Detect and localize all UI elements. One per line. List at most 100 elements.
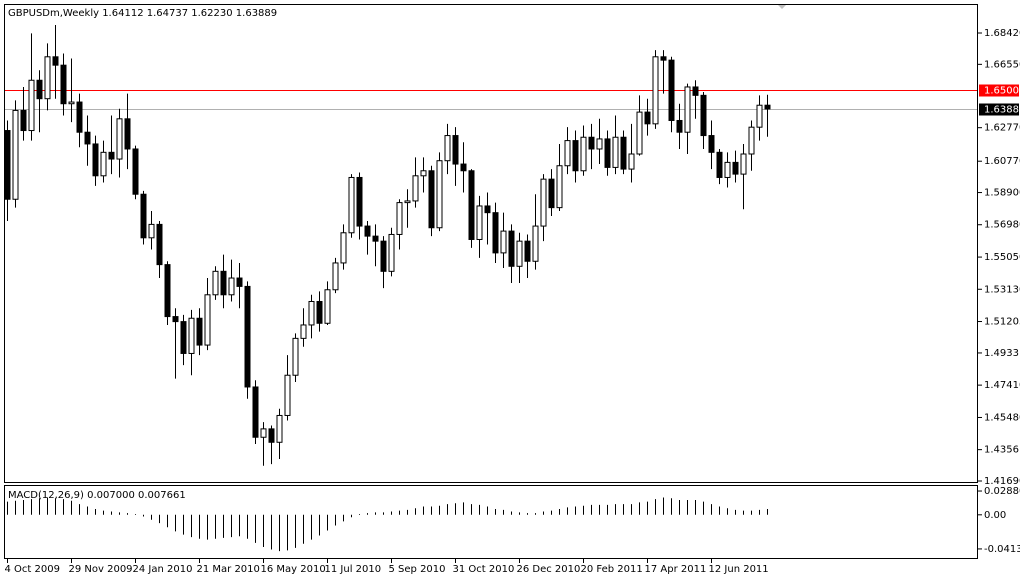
price-label: 1.63889 bbox=[984, 105, 1020, 116]
y-tick-label: 0.028805 bbox=[984, 486, 1020, 497]
candle-body bbox=[252, 386, 259, 438]
candle-body bbox=[684, 86, 691, 133]
candle-body bbox=[620, 136, 627, 170]
level-label-bg bbox=[979, 84, 1019, 97]
price-label-bg bbox=[979, 103, 1019, 116]
candle-body bbox=[460, 163, 467, 172]
candle-body bbox=[4, 130, 11, 200]
y-tick-label: 1.53130 bbox=[984, 284, 1020, 295]
candle-body bbox=[76, 101, 83, 133]
candle-body bbox=[340, 232, 347, 264]
y-tick-label: 1.60770 bbox=[984, 156, 1020, 167]
candle-body bbox=[348, 176, 355, 234]
x-tick-label: 4 Oct 2009 bbox=[5, 564, 60, 575]
macd-label: MACD(12,26,9) 0.007000 0.007661 bbox=[8, 490, 186, 501]
candle-body bbox=[652, 56, 659, 125]
x-tick-label: 5 Sep 2010 bbox=[389, 564, 446, 575]
candle-body bbox=[500, 230, 507, 254]
candle-body bbox=[372, 235, 379, 242]
candle-body bbox=[180, 321, 187, 354]
candle-body bbox=[764, 104, 771, 110]
x-tick-label: 11 Jul 2010 bbox=[325, 564, 382, 575]
candle-body bbox=[492, 212, 499, 254]
candle-body bbox=[28, 79, 35, 132]
candle-body bbox=[196, 317, 203, 346]
shift-marker bbox=[778, 5, 786, 9]
candle-body bbox=[364, 225, 371, 237]
candle-body bbox=[68, 101, 75, 105]
candle-body bbox=[452, 135, 459, 165]
candle-body bbox=[740, 153, 747, 175]
candle-body bbox=[236, 277, 243, 287]
candle-body bbox=[20, 109, 27, 132]
candle-body bbox=[124, 118, 131, 150]
y-tick-label: 1.4356 bbox=[984, 445, 1019, 456]
candle-body bbox=[276, 414, 283, 443]
x-tick-label: 12 Jun 2011 bbox=[709, 564, 769, 575]
y-tick-label: 1.45480 bbox=[984, 412, 1020, 423]
candle-body bbox=[84, 131, 91, 145]
x-tick-label: 20 Feb 2011 bbox=[581, 564, 643, 575]
candle-body bbox=[292, 337, 299, 376]
candle-body bbox=[524, 240, 531, 262]
candle-body bbox=[708, 135, 715, 153]
x-tick-label: 29 Nov 2009 bbox=[69, 564, 133, 575]
candle-body bbox=[148, 223, 155, 239]
candle-body bbox=[244, 285, 251, 388]
candle-body bbox=[420, 170, 427, 177]
candle-body bbox=[132, 148, 139, 195]
candle-body bbox=[596, 138, 603, 150]
candle-body bbox=[668, 59, 675, 121]
y-tick-label: 1.62770 bbox=[984, 123, 1020, 134]
y-tick-label: 1.56980 bbox=[984, 220, 1020, 231]
y-tick-label: 1.66550 bbox=[984, 59, 1020, 70]
candle-body bbox=[692, 86, 699, 96]
candle-body bbox=[732, 161, 739, 175]
candle-body bbox=[540, 178, 547, 227]
candle-body bbox=[556, 165, 563, 209]
candle-body bbox=[108, 151, 115, 160]
candle-body bbox=[356, 176, 363, 227]
candle-body bbox=[676, 119, 683, 133]
candle-body bbox=[700, 94, 707, 137]
y-tick-label: 1.58900 bbox=[984, 188, 1020, 199]
candle-body bbox=[388, 233, 395, 272]
candle-body bbox=[572, 140, 579, 172]
candle-body bbox=[260, 428, 267, 438]
candle-body bbox=[396, 202, 403, 235]
candle-body bbox=[324, 289, 331, 324]
candle-body bbox=[516, 240, 523, 267]
candle-body bbox=[12, 109, 19, 200]
candle-body bbox=[428, 170, 435, 229]
candle-body bbox=[748, 126, 755, 155]
x-tick-label: 26 Dec 2010 bbox=[517, 564, 581, 575]
candle-body bbox=[588, 136, 595, 150]
candle-body bbox=[564, 140, 571, 167]
candle-body bbox=[116, 118, 123, 160]
candle-body bbox=[92, 143, 99, 177]
y-tick-label: 1.51205 bbox=[984, 317, 1020, 328]
candle-body bbox=[44, 56, 51, 100]
candle-body bbox=[60, 64, 67, 105]
candle-body bbox=[484, 205, 491, 214]
candle-body bbox=[508, 230, 515, 267]
level-label: 1.65000 bbox=[984, 86, 1020, 97]
candle-body bbox=[436, 160, 443, 229]
candle-body bbox=[100, 151, 107, 177]
price-panel bbox=[4, 4, 978, 483]
candle-body bbox=[36, 79, 43, 100]
candle-body bbox=[204, 294, 211, 346]
candle-body bbox=[756, 104, 763, 128]
candle-body bbox=[220, 270, 227, 296]
y-tick-label: 1.55050 bbox=[984, 252, 1020, 263]
x-tick-label: 17 Apr 2011 bbox=[645, 564, 707, 575]
candle-body bbox=[380, 240, 387, 272]
candle-body bbox=[444, 135, 451, 162]
chart-title: GBPUSDm,Weekly 1.64112 1.64737 1.62230 1… bbox=[8, 8, 277, 19]
candle-body bbox=[188, 317, 195, 354]
candle-body bbox=[644, 111, 651, 125]
candle-body bbox=[412, 175, 419, 202]
